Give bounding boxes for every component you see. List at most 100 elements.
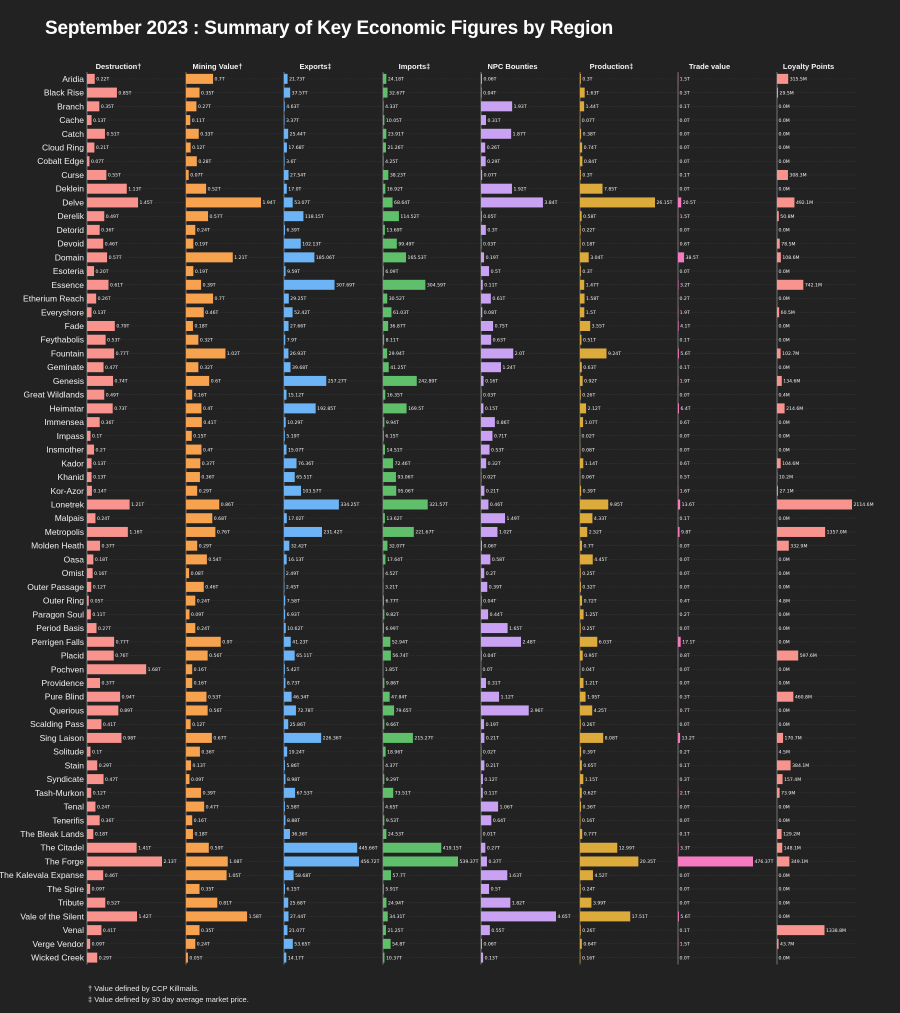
value-label: 6.03T (599, 639, 612, 645)
bar-imports-sing-laison (383, 732, 413, 743)
series-loyalty-points-column: Loyalty Points 315.5M 29.5M 0.0M 0.0M 0.0M 0.0… (776, 62, 874, 965)
value-label: 0.6T (211, 379, 221, 385)
value-label: 1.45T (140, 200, 153, 206)
value-label: 0.59T (210, 845, 223, 851)
bar-exports-kor-azor (284, 485, 302, 496)
value-label: 27.66T (290, 324, 306, 330)
bar-npc-bounties-sing-laison (481, 732, 485, 743)
bar-imports-domain (383, 252, 407, 263)
value-label: 53.07T (294, 200, 310, 206)
bar-loyalty-points-curse (777, 169, 788, 180)
value-label: 0.16T (194, 667, 207, 673)
bar-production-stain (580, 760, 582, 771)
bar-npc-bounties-immensea (481, 417, 495, 428)
bar-exports-tenal (284, 801, 285, 812)
value-label: 4.1T (680, 324, 690, 330)
value-label: 0.32T (200, 365, 213, 371)
value-label: 0.24T (97, 804, 110, 810)
bar-destruction-syndicate (87, 774, 104, 785)
value-label: 0.7T (215, 77, 225, 83)
value-label: 0.29T (199, 543, 212, 549)
value-label: 38.23T (390, 173, 406, 179)
value-label: 41.25T (390, 365, 406, 371)
value-label: 0.63T (493, 337, 506, 343)
value-label: 0.77T (584, 832, 597, 838)
bar-exports-cloud-ring (284, 142, 287, 153)
value-label: 29.94T (389, 351, 405, 357)
value-label: 102.7M (782, 351, 799, 357)
bar-destruction-immensea (87, 417, 100, 428)
bar-production-outer-ring (580, 595, 583, 606)
value-label: 4.45T (594, 557, 607, 563)
bar-npc-bounties-venal (481, 925, 490, 936)
bar-loyalty-points-genesis (777, 375, 782, 386)
value-label: 0.41T (103, 928, 116, 934)
value-label: 8.98T (287, 777, 300, 783)
bar-imports-oasa (383, 554, 386, 565)
value-label: 0.49T (106, 214, 119, 220)
value-label: 0.64T (493, 818, 506, 824)
bar-loyalty-points-kor-azor (777, 485, 778, 496)
bar-production-esoteria (580, 266, 581, 277)
region-label-the-citadel: The Citadel (41, 843, 85, 853)
value-label: 103.57T (303, 488, 322, 494)
value-label: 4.37T (385, 763, 398, 769)
value-label: 0.02T (582, 434, 595, 440)
value-label: 0.08T (191, 571, 204, 577)
value-label: 27.1M (779, 488, 793, 494)
bar-imports-syndicate (383, 774, 385, 785)
value-label: 9.86T (386, 681, 399, 687)
value-label: 332.9M (790, 543, 807, 549)
bar-imports-branch (383, 101, 384, 112)
value-label: 1.5T (586, 310, 596, 316)
value-label: 1.21T (585, 681, 598, 687)
value-label: 0.55T (108, 173, 121, 179)
bar-production-the-bleak-lands (580, 829, 583, 840)
bar-production-essence (580, 279, 585, 290)
bar-exports-period-basis (284, 623, 286, 634)
value-label: 226.36T (323, 736, 342, 742)
bar-destruction-the-citadel (87, 842, 137, 853)
value-label: 1.13T (128, 186, 141, 192)
bar-mining-value-tash-murkon (186, 787, 202, 798)
value-label: 0.16T (194, 818, 207, 824)
value-label: 0.41T (103, 722, 116, 728)
bar-mining-value-metropolis (186, 526, 216, 537)
value-label: 118.15T (305, 214, 324, 220)
value-label: 384.1M (792, 763, 809, 769)
value-label: 0.46T (105, 241, 118, 247)
bar-npc-bounties-insmother (481, 444, 490, 455)
region-label-omist: Omist (62, 568, 85, 578)
bar-production-sing-laison (580, 732, 604, 743)
bar-production-kador (580, 458, 584, 469)
value-label: 308.3M (789, 173, 806, 179)
bar-production-feythabolis (580, 334, 582, 345)
bar-exports-cache (284, 115, 285, 126)
value-label: 0.95T (584, 653, 597, 659)
region-label-geminate: Geminate (47, 362, 84, 372)
value-label: 0.21T (486, 763, 499, 769)
bar-destruction-sing-laison (87, 732, 122, 743)
value-label: 57.7T (393, 873, 406, 879)
bar-npc-bounties-the-forge (481, 856, 487, 867)
value-label: 0.0M (779, 804, 790, 810)
value-label: 6.77T (385, 598, 398, 604)
value-label: 0.0M (779, 557, 790, 563)
value-label: 0.1T (680, 365, 690, 371)
value-label: 0.36T (101, 228, 114, 234)
value-label: 0.6T (680, 461, 690, 467)
bar-mining-value-branch (186, 101, 197, 112)
value-label: 0.35T (201, 887, 214, 893)
value-label: 0.39T (489, 585, 502, 591)
bar-production-great-wildlands (580, 389, 581, 400)
region-label-outer-passage: Outer Passage (27, 582, 84, 592)
value-label: 93.06T (397, 475, 413, 481)
bar-exports-essence (284, 279, 335, 290)
region-label-everyshore: Everyshore (41, 307, 84, 317)
bar-trade-value-heimatar (678, 403, 680, 414)
value-label: 10.37T (386, 955, 402, 961)
value-label: 0.36T (583, 804, 596, 810)
value-label: 0.64T (583, 942, 596, 948)
value-label: 3.99T (593, 900, 606, 906)
region-label-black-rise: Black Rise (44, 88, 84, 98)
